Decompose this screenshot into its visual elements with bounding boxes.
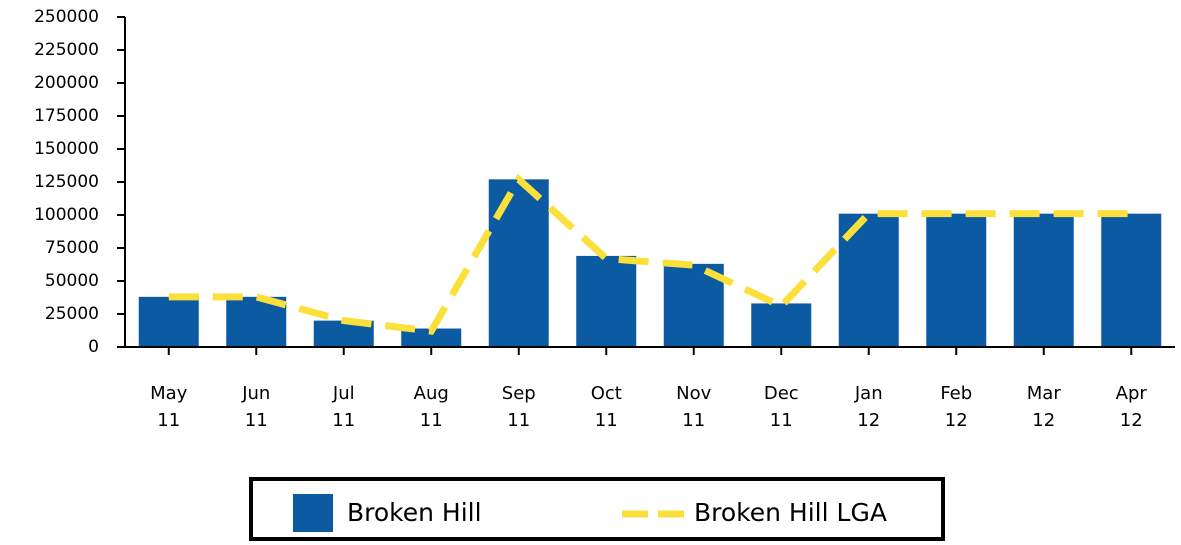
x-tick-label: Jul 11 [332,383,356,431]
y-tick-label: 125000 [34,172,99,192]
x-tick-label: May 11 [150,383,188,431]
x-tick-label: Oct 11 [590,383,622,431]
x-tick-label: Dec 11 [763,383,799,431]
y-tick-label: 50000 [45,271,99,291]
y-tick-label: 175000 [34,106,99,126]
y-tick-label: 200000 [34,73,99,93]
bar [138,296,199,347]
legend-swatch [293,494,333,532]
y-tick-label: 0 [88,337,99,357]
x-tick-label: Apr 12 [1115,383,1147,431]
x-tick-label: Jun 11 [242,383,271,431]
x-tick-label: Aug 11 [413,383,449,431]
legend-box [249,477,945,541]
bar [1101,213,1162,347]
y-tick-label: 100000 [34,205,99,225]
legend-label: Broken Hill [347,498,482,527]
x-tick-label: Nov 11 [676,383,712,431]
line [168,173,1132,335]
x-tick-label: Sep 11 [501,383,536,431]
legend-label: Broken Hill LGA [694,498,887,527]
y-tick-label: 150000 [34,139,99,159]
y-tick-label: 225000 [34,40,99,60]
x-tick-label: Mar 12 [1026,383,1061,431]
y-tick-label: 25000 [45,304,99,324]
y-tick-label: 250000 [34,7,99,27]
x-tick-label: Feb 12 [940,383,973,431]
bar [751,303,812,347]
bar [488,179,549,347]
x-tick-label: Jan 12 [854,383,883,431]
bar [926,213,987,347]
bar [1013,213,1074,347]
bar [576,255,637,347]
y-tick-label: 75000 [45,238,99,258]
bar [401,328,462,347]
